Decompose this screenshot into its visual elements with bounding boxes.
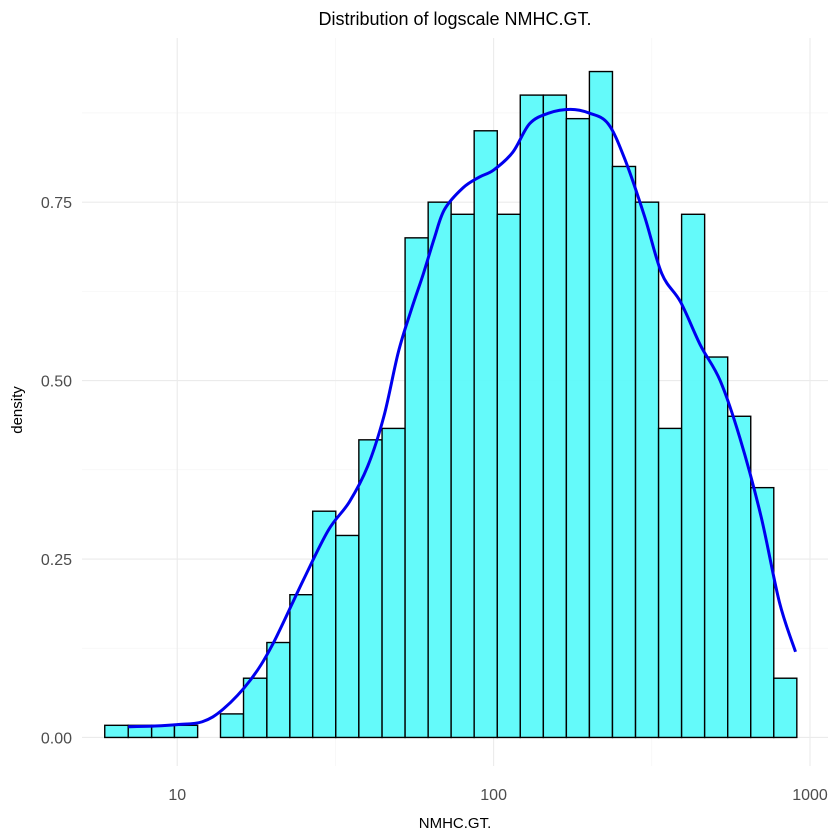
density-curve (128, 107, 797, 729)
chart-title: Distribution of logscale NMHC.GT. (318, 9, 591, 29)
histogram-bar (634, 201, 660, 739)
y-tick-label: 0.25 (41, 552, 72, 569)
y-tick-label: 0.50 (41, 374, 72, 391)
histogram-bar (242, 677, 268, 739)
histogram-bar (657, 427, 683, 739)
histogram-bar (404, 237, 429, 739)
x-axis-title: NMHC.GT. (419, 815, 492, 832)
histogram-bar (703, 356, 729, 739)
histogram-bar (773, 677, 798, 739)
histogram-bar (173, 724, 199, 739)
histogram-bar (611, 165, 637, 739)
y-tick-label: 0.00 (41, 730, 72, 747)
x-tick-label: 1000 (792, 787, 828, 804)
histogram-bar (311, 510, 337, 739)
histogram-bar (358, 439, 383, 739)
histogram-bar (335, 534, 360, 739)
histogram-bar (104, 724, 129, 739)
histogram-bar (450, 213, 475, 739)
histogram-bar (519, 94, 545, 739)
axis-tick-labels: 10 100 1000 0.00 0.25 0.50 0.75 (41, 195, 828, 804)
histogram-bar (496, 213, 521, 739)
histogram-bars (104, 70, 798, 739)
histogram-bar (266, 641, 291, 739)
histogram-bar (289, 594, 314, 739)
y-axis-title: density (9, 386, 26, 434)
histogram-bar (427, 201, 452, 739)
histogram-bar (542, 94, 568, 739)
histogram-bar (588, 70, 614, 739)
x-tick-label: 10 (168, 787, 186, 804)
histogram-bar (219, 713, 245, 739)
histogram-bar (473, 130, 498, 739)
y-tick-label: 0.75 (41, 195, 72, 212)
histogram-bar (565, 117, 591, 739)
histogram-bar (680, 213, 706, 739)
x-tick-label: 100 (480, 787, 507, 804)
histogram-bar (381, 427, 406, 739)
